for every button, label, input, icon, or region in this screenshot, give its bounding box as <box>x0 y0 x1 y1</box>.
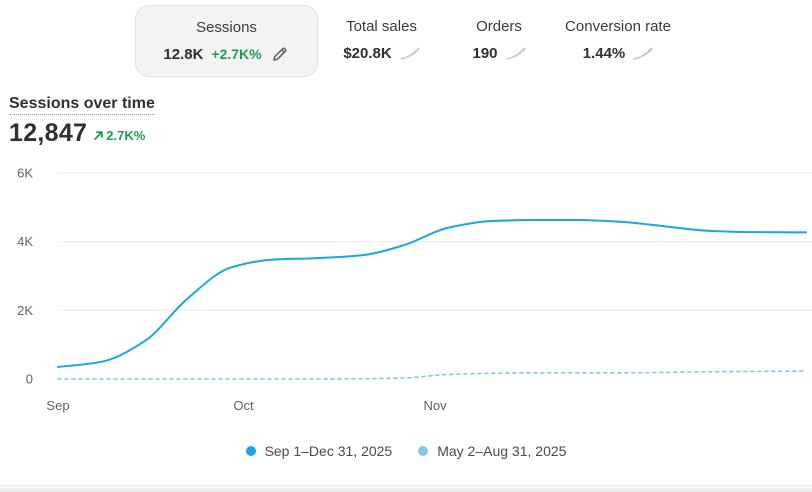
panel-bottom-edge <box>0 485 812 492</box>
chart-delta-badge: 2.7K% <box>93 128 145 143</box>
metric-title: Conversion rate <box>565 18 671 35</box>
metric-value: 1.44% <box>582 44 626 62</box>
metric-card-orders[interactable]: Orders 190 <box>458 5 540 77</box>
arrow-up-right-icon <box>94 131 103 140</box>
legend-dot <box>418 446 429 456</box>
y-tick-label: 2K <box>17 303 33 318</box>
pencil-icon[interactable] <box>270 44 290 64</box>
x-tick-label: Nov <box>424 398 448 413</box>
metric-title: Orders <box>476 18 522 35</box>
sparkline-icon <box>506 43 526 63</box>
x-tick-label: Sep <box>46 398 69 413</box>
legend-label: Sep 1–Dec 31, 2025 <box>264 443 393 459</box>
chart-summary: 12,847 2.7K% <box>9 119 145 148</box>
sessions-line-chart[interactable]: 0 2K 4K 6K Sep Oct Nov <box>0 0 812 430</box>
series-line-comparison-period <box>57 370 807 380</box>
metric-card-total-sales[interactable]: Total sales $20.8K <box>330 5 433 77</box>
legend-label: May 2–Aug 31, 2025 <box>437 443 567 459</box>
chart-title[interactable]: Sessions over time <box>9 95 155 115</box>
y-tick-label: 0 <box>26 372 33 387</box>
metric-delta: +2.7K% <box>211 46 262 62</box>
metric-title: Sessions <box>196 19 257 36</box>
sparkline-icon <box>400 43 420 63</box>
series-line-current-period <box>57 219 807 368</box>
legend-item-comparison-period[interactable]: May 2–Aug 31, 2025 <box>418 443 566 459</box>
chart-legend: Sep 1–Dec 31, 2025 May 2–Aug 31, 2025 <box>0 443 812 459</box>
metric-card-sessions[interactable]: Sessions 12.8K +2.7K% <box>135 5 318 77</box>
chart-delta-value: 2.7K% <box>106 128 146 143</box>
legend-dot <box>245 446 256 456</box>
metric-value: 190 <box>472 44 498 62</box>
y-tick-label: 6K <box>17 166 33 181</box>
metric-title: Total sales <box>346 18 417 35</box>
metric-value: 12.8K <box>163 45 204 63</box>
legend-item-current-period[interactable]: Sep 1–Dec 31, 2025 <box>245 443 393 459</box>
sparkline-icon <box>633 43 654 63</box>
metric-value: $20.8K <box>343 44 392 62</box>
chart-total-value: 12,847 <box>9 119 88 147</box>
y-tick-label: 4K <box>17 234 33 249</box>
metric-card-conversion-rate[interactable]: Conversion rate 1.44% <box>553 5 683 77</box>
x-tick-label: Oct <box>233 398 254 413</box>
